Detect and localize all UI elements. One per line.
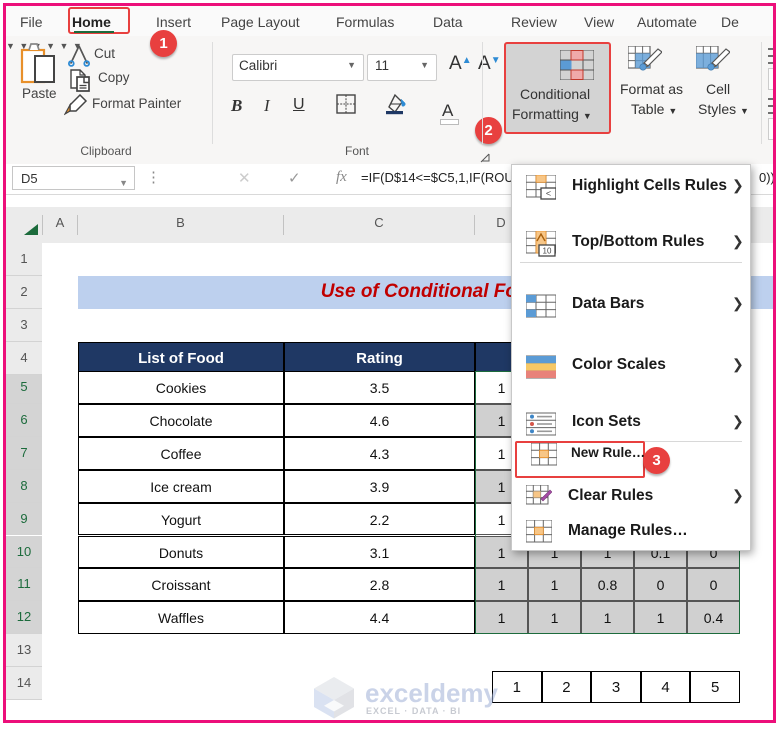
svg-text:<: < bbox=[546, 188, 551, 198]
svg-text:10: 10 bbox=[543, 247, 552, 256]
